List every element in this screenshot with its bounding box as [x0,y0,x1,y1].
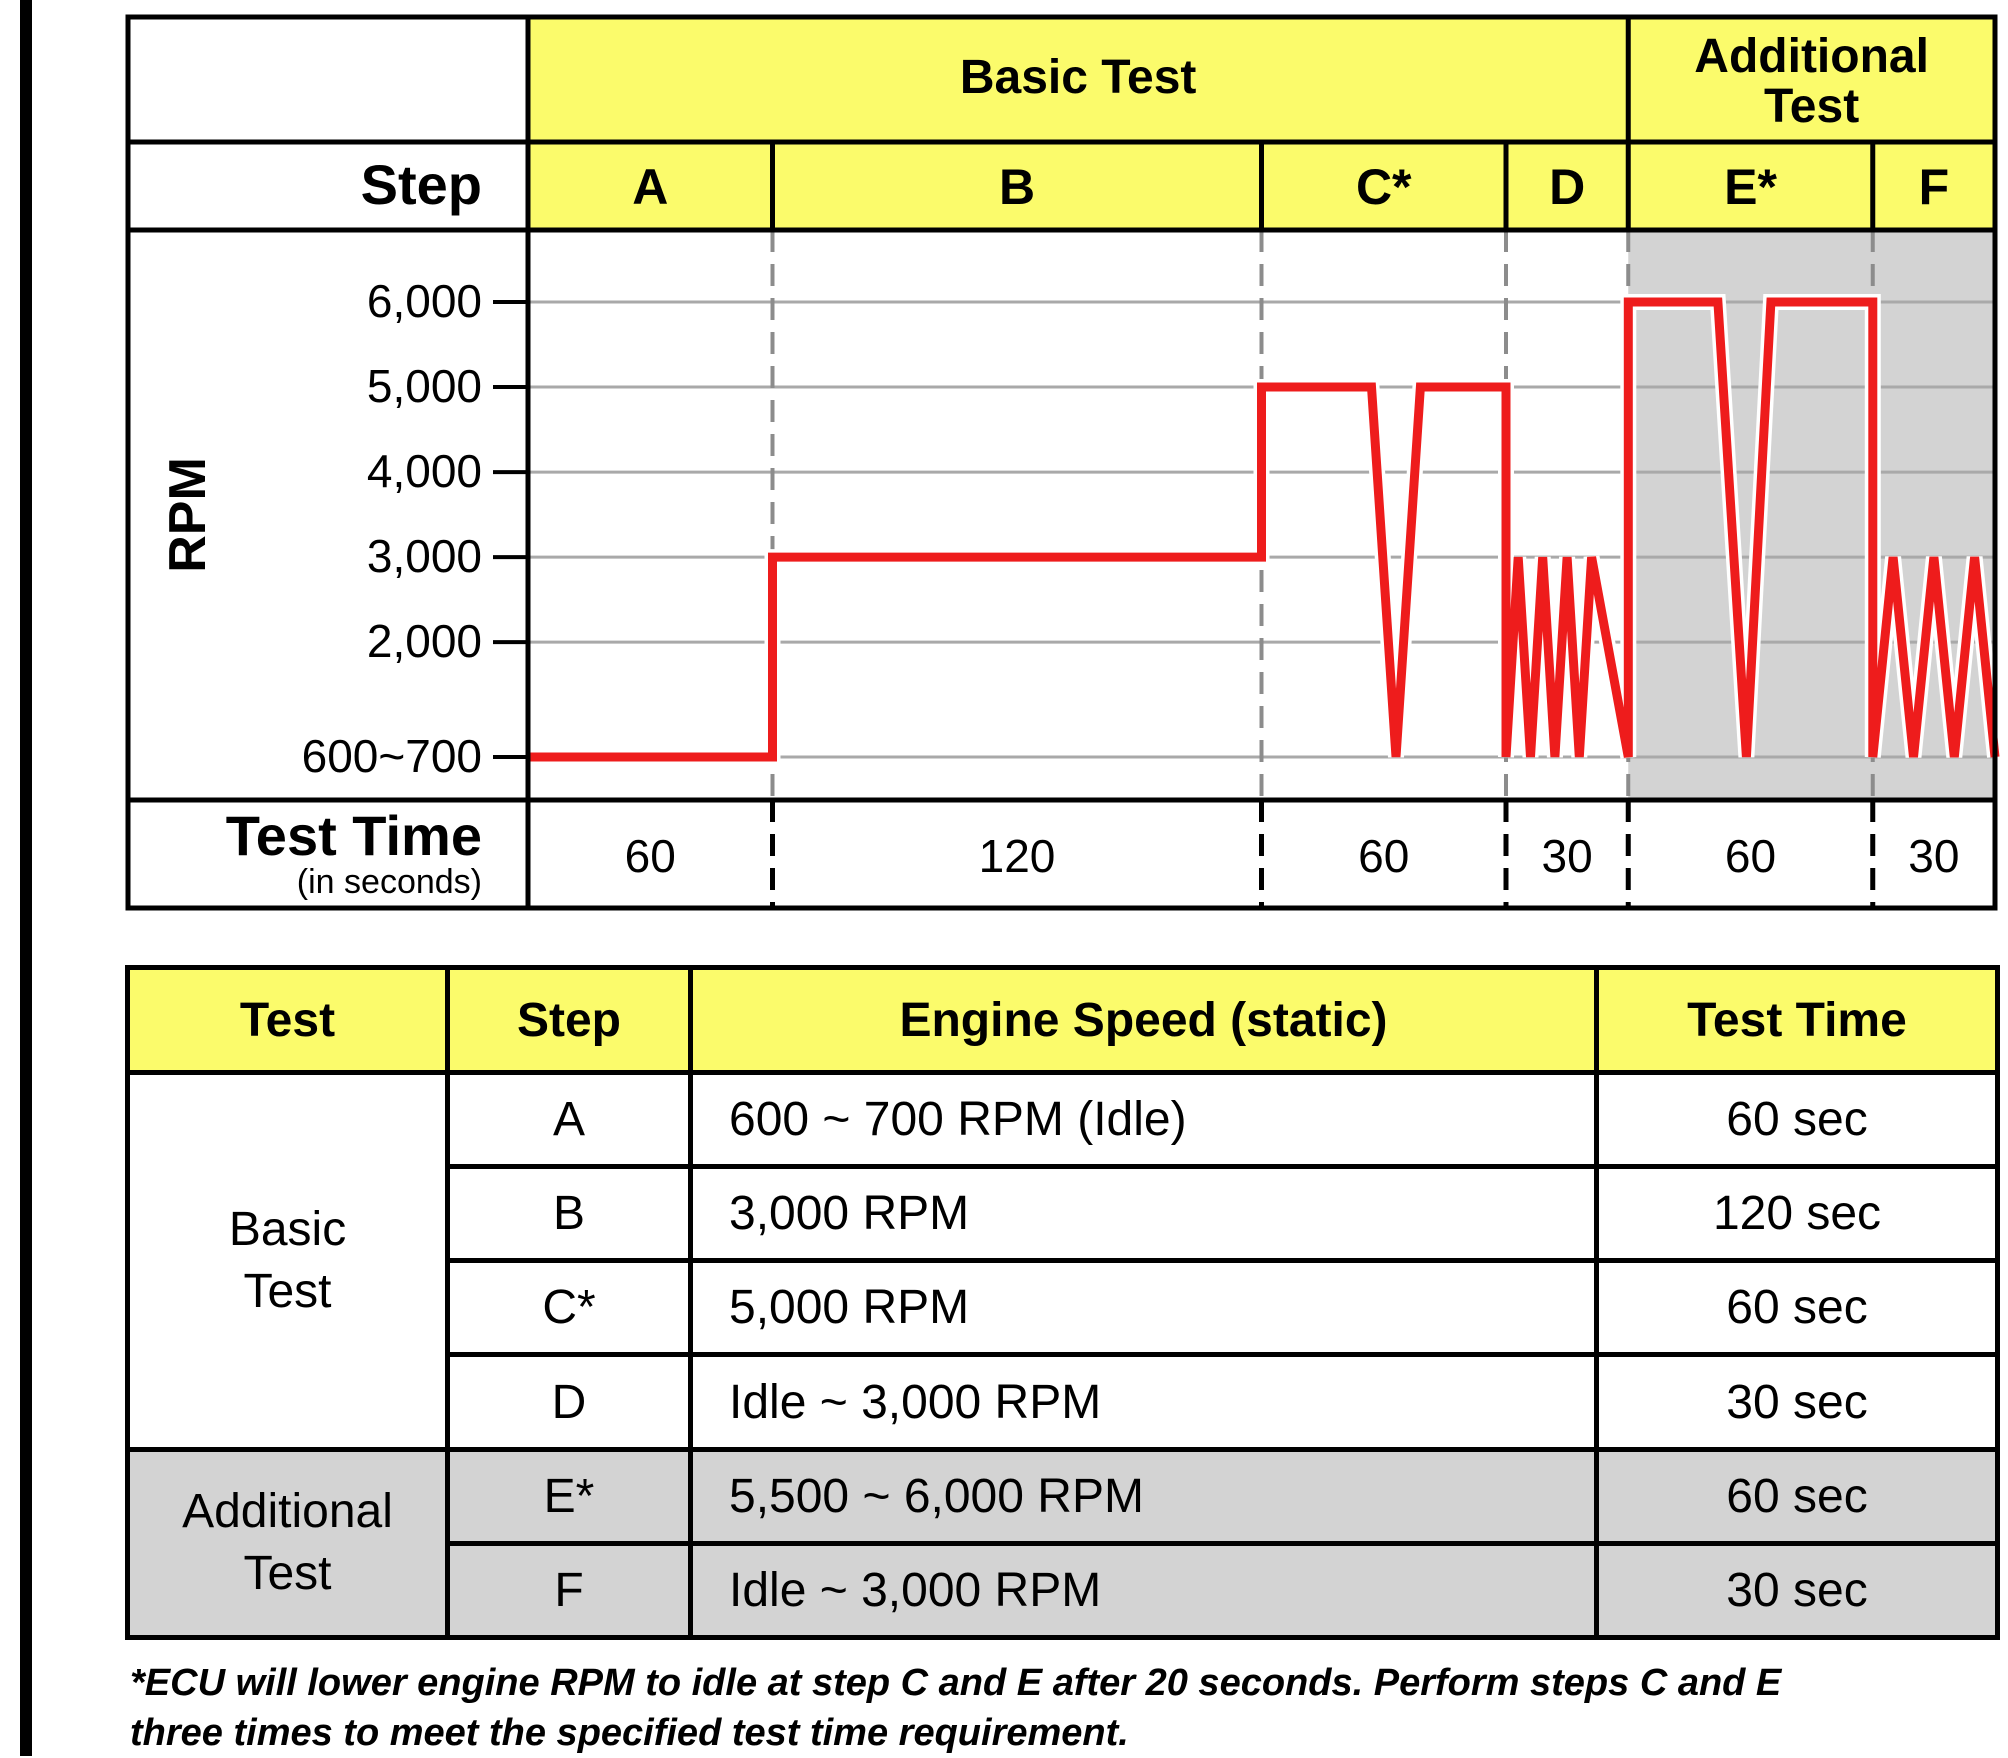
step-cell: E* [445,1446,693,1546]
engine-speed-cell: 600 ~ 700 RPM (Idle) [688,1069,1599,1170]
step-duration-4: 60 [1725,830,1776,882]
test-time-cell: 60 sec [1594,1069,2000,1170]
header-cell-1: Step [445,965,693,1075]
y-tick-label-3: 3,000 [367,530,482,582]
step-label-5: F [1919,159,1950,215]
header-cell-3: Test Time [1594,965,2000,1075]
test-time-row-label: Test Time [226,804,482,867]
footnote: *ECU will lower engine RPM to idle at st… [130,1658,2000,1758]
step-row-label: Step [361,153,482,216]
table-row: D Idle ~ 3,000 RPM 30 sec [128,1352,2000,1452]
footnote-line-2: three times to meet the specified test t… [130,1712,1129,1754]
step-cell: C* [445,1258,693,1358]
test-time-cell: 120 sec [1594,1164,2000,1264]
step-duration-3: 30 [1542,830,1593,882]
step-label-0: A [632,159,668,215]
test-time-cell: 60 sec [1594,1258,2000,1358]
header-cell-0: Test [125,965,450,1075]
step-duration-5: 30 [1908,830,1959,882]
additional-test-shading [1628,230,1995,800]
test-steps-table: Test Step Engine Speed (static) Test Time B… [125,965,2000,1641]
y-axis-label: RPM [159,457,217,573]
step-label-2: C* [1356,159,1412,215]
test-time-cell: 30 sec [1594,1352,2000,1452]
test-group-label-line: Test [243,1264,332,1318]
step-label-4: E* [1724,159,1777,215]
test-group-cell: Basic Test [125,1070,450,1452]
table-row: F Idle ~ 3,000 RPM 30 sec [128,1540,2000,1641]
y-tick-label-1: 5,000 [367,360,482,412]
test-group-cell: Additional Test [125,1446,450,1641]
step-duration-1: 120 [979,830,1056,882]
table-header-row: Test Step Engine Speed (static) Test Time [125,965,2000,1075]
group-label-1: Additional Test [1694,30,1929,133]
step-label-3: D [1549,159,1585,215]
step-cell: B [445,1164,693,1264]
step-cell: A [445,1069,693,1170]
step-label-1: B [999,159,1035,215]
y-tick-label-2: 4,000 [367,445,482,497]
table-row: Additional Test E* 5,500 ~ 6,000 RPM 60 sec [125,1446,2000,1641]
engine-speed-cell: Idle ~ 3,000 RPM [688,1540,1599,1641]
test-group-label-line: Basic [228,1202,347,1256]
test-group-label-line: Additional [182,1485,393,1539]
footnote-line-1: *ECU will lower engine RPM to idle at st… [130,1662,1782,1704]
test-time-cell: 30 sec [1594,1540,2000,1641]
engine-speed-cell: 3,000 RPM [688,1164,1599,1264]
rpm-series-line [528,297,2000,762]
step-duration-2: 60 [1358,830,1409,882]
engine-speed-cell: 5,500 ~ 6,000 RPM [688,1446,1599,1546]
rpm-test-chart: 6,000 5,000 4,000 3,000 2,000 600~700 RPM Basic… [125,14,2000,911]
table-row: Basic Test A 600 ~ 700 RPM (Idle) 60 sec [125,1069,2000,1452]
left-margin-bar [20,0,32,1756]
y-tick-label-0: 6,000 [367,275,482,327]
step-cell: F [445,1540,693,1641]
group-label-0: Basic Test [960,51,1197,104]
chart-frame [125,14,1998,911]
engine-speed-cell: 5,000 RPM [688,1258,1599,1358]
table-row: B 3,000 RPM 120 sec [128,1164,2000,1264]
step-cell: D [445,1352,693,1452]
engine-speed-cell: Idle ~ 3,000 RPM [688,1352,1599,1452]
header-cell-2: Engine Speed (static) [688,965,1599,1075]
y-tick-label-4: 2,000 [367,615,482,667]
step-duration-0: 60 [625,830,676,882]
test-time-cell: 60 sec [1594,1446,2000,1546]
y-tick-label-5: 600~700 [302,730,482,782]
test-time-unit-label: (in seconds) [297,863,482,901]
test-group-label-line: Test [243,1547,332,1601]
table-row: C* 5,000 RPM 60 sec [128,1258,2000,1358]
